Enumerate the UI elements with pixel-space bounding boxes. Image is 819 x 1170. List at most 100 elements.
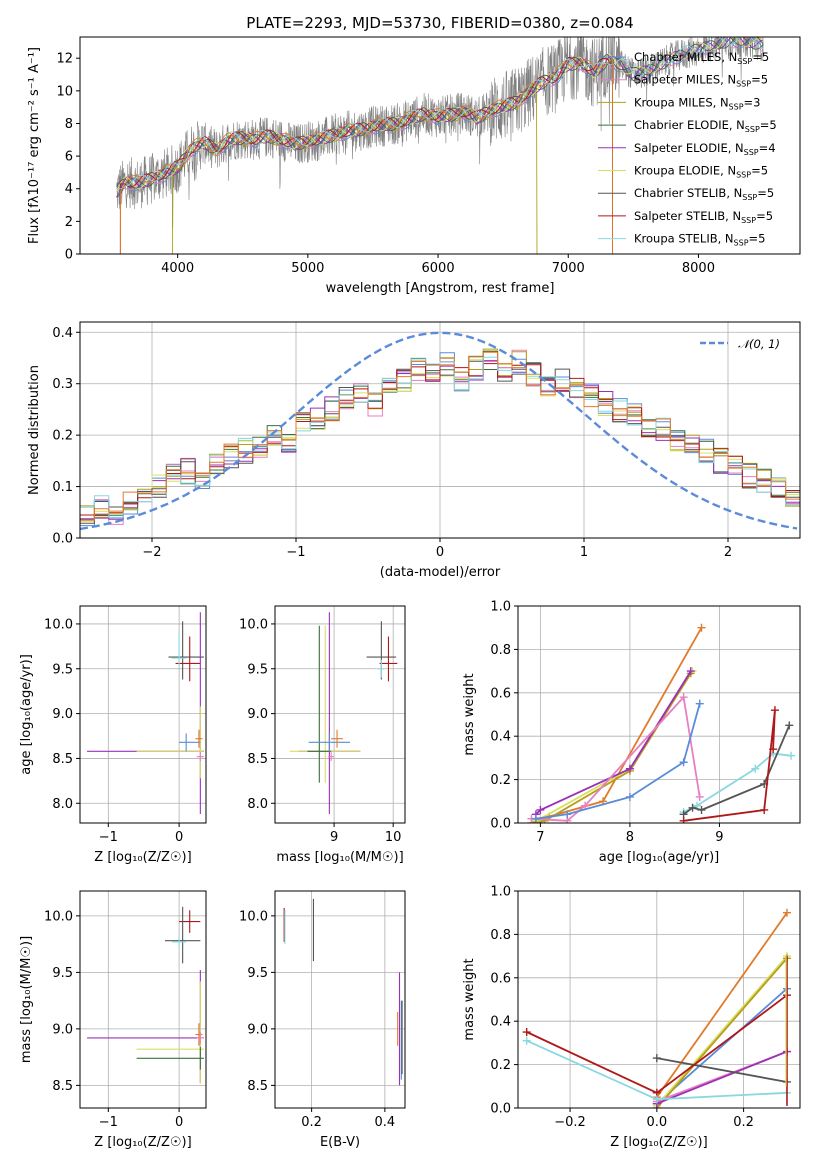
model-curve-salpeter-elodie [116, 37, 764, 198]
x-axis-label: Z [log₁₀(Z/Z☉)] [94, 850, 191, 865]
x-tick-label: 6000 [422, 261, 455, 276]
errorbar-point [195, 1023, 203, 1046]
y-tick-label: 9.0 [247, 1022, 268, 1037]
legend-entry: Salpeter ELODIE, NSSP=4 [634, 141, 776, 157]
errorbar-point [331, 729, 343, 748]
y-tick-label: 10 [56, 84, 73, 99]
x-tick-label: 8 [626, 830, 634, 845]
x-tick-label: 2 [724, 545, 732, 560]
weight-marker [695, 699, 704, 708]
weight-marker [686, 667, 695, 676]
model-curve-chabrier-stelib [116, 37, 764, 189]
weight-marker [536, 805, 545, 814]
y-tick-label: 4 [65, 182, 73, 197]
y-tick-label: 0.4 [490, 730, 511, 745]
y-axis-label: Normed distribution [27, 365, 42, 495]
x-tick-label: 0.4 [375, 1115, 396, 1130]
y-axis-label: mass [log₁₀(M/M☉)] [19, 936, 34, 1063]
x-tick-label: 0 [436, 545, 444, 560]
histogram-kroupa-stelib [80, 356, 800, 538]
x-axis-label: mass [log₁₀(M/M☉)] [276, 850, 403, 865]
plot-area [527, 623, 796, 823]
mass-vs-ebv-panel: 0.2 0.4 8.5 9.0 9.5 10.0 E(B-V) [239, 890, 406, 1150]
residual-histogram-panel: −2 −1 0 1 2 0.0 0.1 0.2 0.3 0.4 (data-model)/error… [27, 321, 801, 580]
model-curve-chabrier-elodie [116, 37, 764, 198]
y-tick-label: 9.0 [52, 707, 73, 722]
weight-line-orange [531, 627, 703, 823]
legend-entry: Kroupa ELODIE, NSSP=5 [634, 164, 768, 180]
weight-marker [697, 805, 706, 814]
mass-vs-metallicity-panel: −1 0 8.5 9.0 9.5 10.0 Z [log₁₀(Z/Z☉)] mass [log… [19, 890, 207, 1150]
x-tick-label: 0 [175, 830, 183, 845]
x-tick-label: −2 [142, 545, 161, 560]
errorbar-point [195, 729, 203, 748]
spectrum-panel: 4000 5000 6000 7000 8000 0 2 4 6 8 10 12 wavelength … [27, 36, 801, 296]
x-axis-label: age [log₁₀(age/yr)] [599, 850, 720, 865]
x-tick-label: −1 [286, 545, 305, 560]
weight-line-chabrier-stelib [656, 1057, 788, 1083]
weight-marker [679, 816, 688, 823]
y-tick-label: 10.0 [44, 909, 73, 924]
weight-vs-age-panel: 7 8 9 0.0 0.2 0.4 0.6 0.8 1.0 age [log₁₀(age/yr)]… [462, 600, 801, 865]
axes-frame [274, 605, 406, 824]
histogram-kroupa-miles [80, 348, 800, 538]
histogram-chabrier-miles [80, 352, 800, 538]
y-tick-label: 9.5 [52, 966, 73, 981]
weight-line-salpeter-elodie [535, 670, 692, 815]
x-tick-label: 9 [330, 830, 338, 845]
y-tick-label: 0.0 [52, 532, 73, 547]
weight-marker [522, 1036, 531, 1045]
y-tick-label: 9.0 [52, 1022, 73, 1037]
axes-frame [517, 890, 801, 1109]
y-tick-label: 0.6 [490, 971, 511, 986]
gaussian-legend-label: 𝒩(0, 1) [738, 337, 780, 351]
y-tick-label: 0.0 [490, 1102, 511, 1117]
y-tick-label: 0.8 [490, 928, 511, 943]
x-tick-label: 8000 [682, 261, 715, 276]
y-tick-label: 6 [65, 150, 73, 165]
y-tick-label: 0.4 [490, 1015, 511, 1030]
x-axis-label: wavelength [Angstrom, rest frame] [326, 281, 555, 296]
y-tick-label: 9.5 [247, 662, 268, 677]
errorbar-point [328, 752, 335, 762]
weight-marker [625, 764, 634, 773]
errorbar-point [298, 612, 361, 815]
weight-marker [695, 792, 704, 801]
y-tick-label: 0.4 [52, 326, 73, 341]
plot-area [116, 37, 764, 254]
weight-line-salpeter-stelib [683, 710, 776, 822]
y-tick-label: 0.3 [52, 377, 73, 392]
y-axis-label: age [log₁₀(age/yr)] [19, 654, 34, 775]
weight-marker [751, 764, 760, 773]
axes-frame [274, 890, 406, 1109]
y-tick-label: 0.2 [490, 1058, 511, 1073]
errorbar-point [196, 752, 204, 762]
weight-line-kroupa-elodie [535, 670, 694, 822]
axes-frame [517, 605, 801, 824]
legend-entry: Chabrier STELIB, NSSP=5 [634, 186, 774, 202]
gaussian-reference-curve [80, 331, 798, 531]
errorbar-point [196, 1032, 204, 1044]
y-tick-label: 2 [65, 215, 73, 230]
weight-marker [770, 706, 779, 715]
y-tick-label: 0.8 [490, 643, 511, 658]
errorbar-point [308, 733, 351, 752]
y-tick-label: 8.0 [52, 797, 73, 812]
y-tick-label: 0.6 [490, 686, 511, 701]
histogram-salpeter-stelib [80, 361, 800, 538]
y-axis-label: mass weight [462, 958, 477, 1040]
errorbar-point [87, 612, 204, 815]
weight-marker [581, 801, 590, 810]
weight-marker [760, 805, 769, 814]
plot-area [522, 908, 791, 1108]
y-tick-label: 9.5 [52, 662, 73, 677]
x-tick-label: 0.2 [301, 1115, 322, 1130]
weight-line-kroupa-stelib [683, 752, 792, 813]
y-tick-label: 10.0 [44, 617, 73, 632]
x-tick-label: 0.2 [733, 1115, 754, 1130]
x-tick-label: 10 [385, 830, 402, 845]
x-tick-label: 7000 [552, 261, 585, 276]
errorbar-point [179, 733, 201, 752]
y-tick-label: 0.2 [490, 773, 511, 788]
